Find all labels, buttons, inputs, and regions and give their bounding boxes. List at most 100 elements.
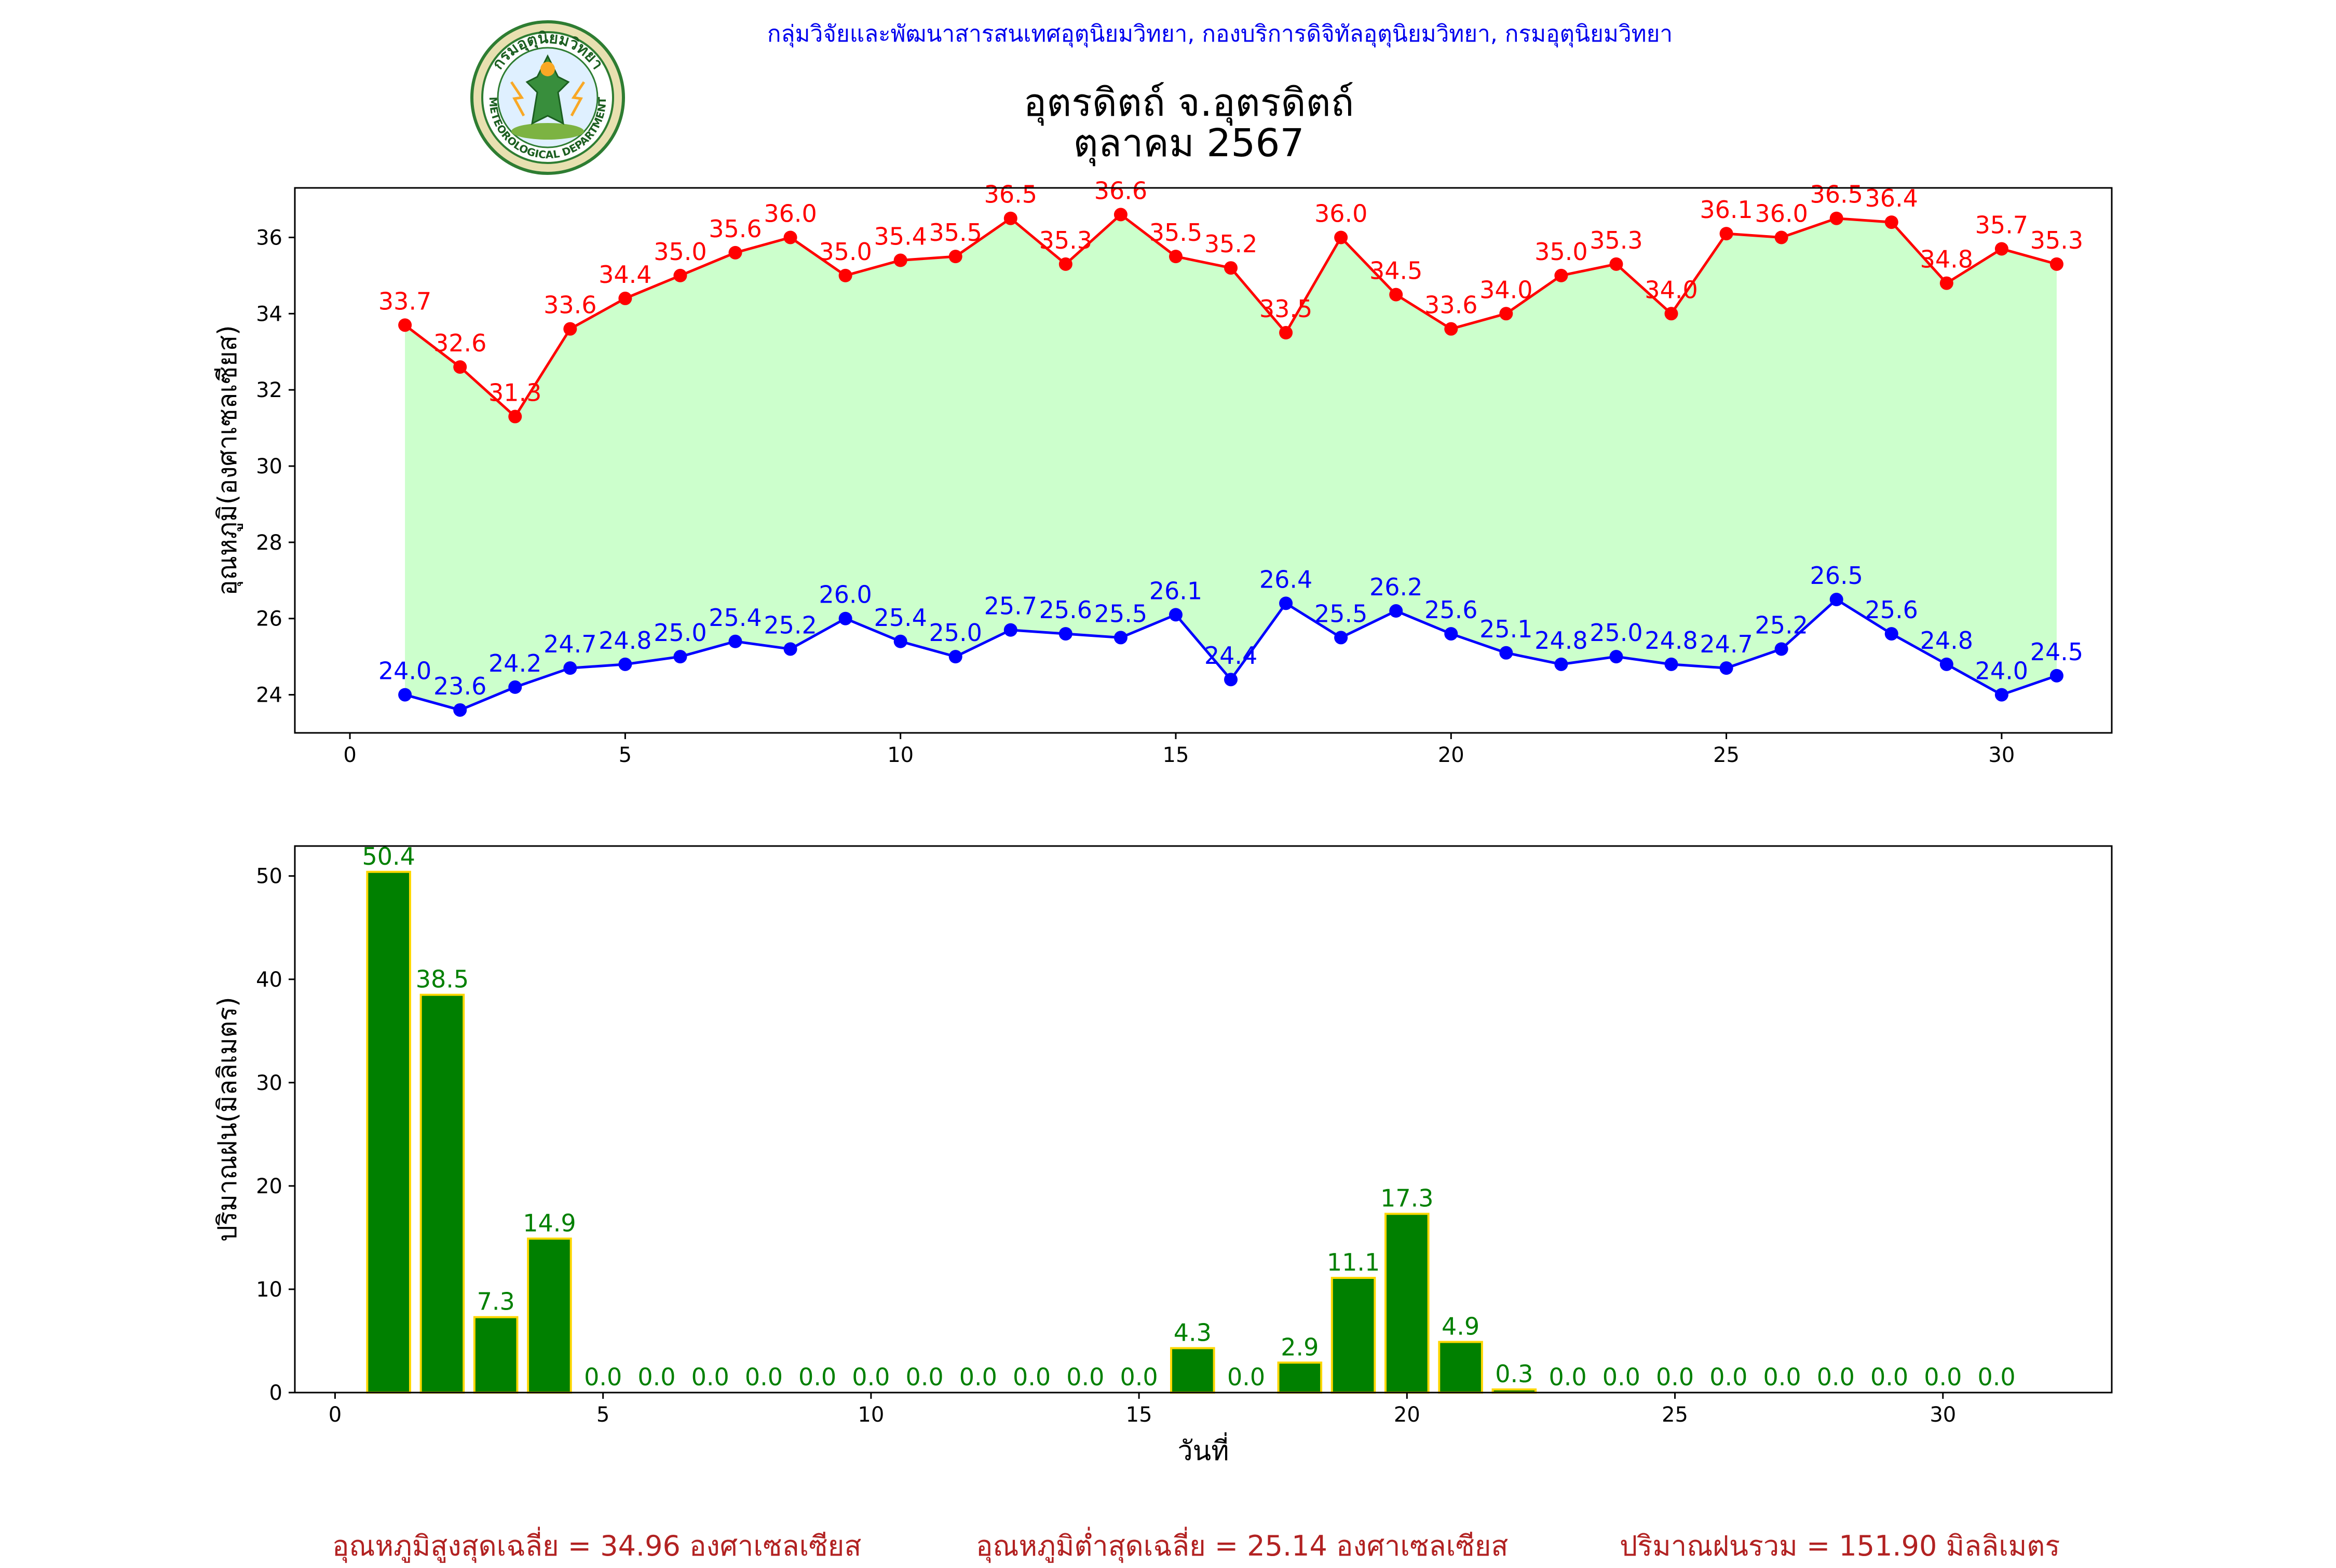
temperature-plot-frame (294, 187, 2113, 734)
max-temperature-point (728, 246, 742, 260)
rainfall-value-label: 0.0 (637, 1363, 675, 1391)
rainfall-x-tick-label: 25 (1662, 1403, 1688, 1427)
temperature-y-tick-label: 36 (256, 226, 282, 250)
rainfall-x-tick-label: 0 (329, 1403, 342, 1427)
max-temperature-point (1719, 227, 1733, 241)
rainfall-value-label: 0.0 (1924, 1363, 1962, 1391)
min-temperature-label: 26.0 (819, 581, 872, 609)
rainfall-value-label: 4.3 (1174, 1318, 1212, 1346)
min-temperature-point (1719, 661, 1733, 675)
min-temperature-point (673, 650, 687, 664)
min-temperature-label: 25.6 (1424, 596, 1477, 624)
max-temperature-point (1003, 211, 1017, 225)
rainfall-value-label: 4.9 (1442, 1312, 1479, 1340)
rainfall-x-tick-label: 20 (1394, 1403, 1420, 1427)
max-temperature-point (1113, 208, 1128, 222)
max-temperature-label: 34.4 (599, 261, 651, 289)
temperature-x-tick-label: 5 (619, 743, 632, 767)
max-temperature-label: 36.5 (1810, 181, 1863, 209)
rainfall-value-label: 0.0 (691, 1363, 729, 1391)
max-temperature-point (1444, 322, 1458, 336)
temperature-y-tick-label: 34 (256, 302, 282, 326)
max-temperature-point (1554, 268, 1568, 282)
min-temperature-label: 24.8 (1645, 626, 1697, 655)
max-temperature-label: 34.5 (1369, 257, 1422, 285)
rainfall-bar (1438, 1341, 1483, 1394)
min-temperature-point (2049, 669, 2063, 683)
rainfall-bar (1277, 1361, 1323, 1394)
min-temperature-label: 24.4 (1204, 642, 1257, 670)
min-temperature-point (1389, 604, 1403, 618)
rainfall-bar (1384, 1212, 1430, 1394)
rainfall-bar (1330, 1277, 1376, 1394)
rainfall-value-label: 0.0 (1977, 1363, 2015, 1391)
rainfall-bar (527, 1237, 572, 1394)
summary-avg-min: อุณหภูมิต่ำสุดเฉลี่ย = 25.14 องศาเซลเซีย… (976, 1530, 1509, 1562)
rainfall-value-label: 0.0 (798, 1363, 836, 1391)
min-temperature-label: 24.2 (488, 649, 541, 677)
rainfall-value-label: 0.0 (1549, 1363, 1586, 1391)
max-temperature-label: 34.0 (1645, 276, 1697, 304)
summary-avg-max: อุณหภูมิสูงสุดเฉลี่ย = 34.96 องศาเซลเซีย… (332, 1530, 862, 1562)
max-temperature-point (1334, 230, 1348, 244)
rainfall-y-tick-label: 30 (256, 1071, 282, 1095)
min-temperature-point (1058, 627, 1072, 641)
rainfall-x-axis-label: วันที่ (1177, 1432, 1229, 1467)
credit-line: กลุ่มวิจัยและพัฒนาสารสนเทศอุตุนิยมวิทยา,… (767, 21, 1673, 47)
min-temperature-point (508, 680, 522, 694)
rainfall-y-tick-label: 20 (256, 1175, 282, 1198)
max-temperature-label: 35.4 (874, 223, 927, 251)
min-temperature-label: 24.7 (1700, 630, 1753, 658)
min-temperature-point (1334, 631, 1348, 645)
max-temperature-label: 35.7 (1975, 211, 2028, 239)
max-temperature-point (673, 268, 687, 282)
rainfall-value-label: 0.0 (1227, 1363, 1265, 1391)
max-temperature-label: 35.0 (654, 238, 707, 266)
max-temperature-point (563, 322, 577, 336)
min-temperature-point (618, 657, 632, 671)
max-temperature-label: 36.0 (1755, 199, 1808, 227)
temperature-x-tick-label: 15 (1163, 743, 1189, 767)
min-temperature-label: 26.2 (1369, 573, 1422, 601)
min-temperature-label: 25.7 (984, 592, 1037, 620)
max-temperature-point (1169, 250, 1183, 264)
min-temperature-point (1994, 688, 2008, 702)
min-temperature-point (1554, 657, 1568, 671)
min-temperature-point (1829, 593, 1843, 607)
max-temperature-point (1829, 211, 1843, 225)
min-temperature-point (1279, 596, 1293, 610)
max-temperature-label: 35.5 (1149, 219, 1202, 247)
rainfall-value-label: 2.9 (1281, 1333, 1319, 1361)
min-temperature-point (838, 611, 852, 625)
rainfall-value-label: 0.0 (1709, 1363, 1747, 1391)
min-temperature-label: 25.2 (764, 611, 817, 639)
rainfall-y-tick-label: 0 (269, 1381, 282, 1405)
rainfall-value-label: 0.0 (745, 1363, 783, 1391)
rainfall-value-label: 38.5 (416, 965, 469, 993)
min-temperature-point (1774, 642, 1788, 656)
max-temperature-point (453, 360, 467, 374)
rainfall-bar (419, 993, 465, 1394)
chart-title: อุตรดิตถ์ จ.อุตรดิตถ์ ตุลาคม 2567 (21, 83, 2336, 163)
max-temperature-point (398, 318, 412, 332)
min-temperature-label: 23.6 (433, 672, 486, 700)
rainfall-chart: 50.4 38.5 7.3 14.9 0.0 0.0 0.0 0.0 0.0 0.0 0.0 0.0 0… (212, 842, 2113, 1467)
max-temperature-label: 36.4 (1865, 184, 1918, 212)
max-temperature-label: 35.2 (1204, 230, 1257, 258)
temperature-x-tick-label: 30 (1988, 743, 2015, 767)
temperature-y-tick-label: 26 (256, 607, 282, 631)
min-temperature-label: 24.5 (2030, 638, 2083, 666)
max-temperature-label: 33.7 (378, 287, 431, 315)
max-temperature-label: 33.6 (544, 291, 596, 319)
rainfall-value-label: 0.0 (906, 1363, 944, 1391)
max-temperature-point (838, 268, 852, 282)
rainfall-x-tick-label: 10 (858, 1403, 884, 1427)
min-temperature-label: 24.0 (1975, 657, 2028, 685)
rainfall-y-tick-label: 10 (256, 1278, 282, 1302)
max-temperature-point (2049, 257, 2063, 271)
rainfall-value-label: 0.3 (1495, 1360, 1533, 1388)
max-temperature-label: 33.6 (1424, 291, 1477, 319)
temperature-x-tick-label: 25 (1713, 743, 1740, 767)
max-temperature-label: 35.6 (709, 215, 762, 243)
temperature-range-fill (405, 214, 2057, 710)
